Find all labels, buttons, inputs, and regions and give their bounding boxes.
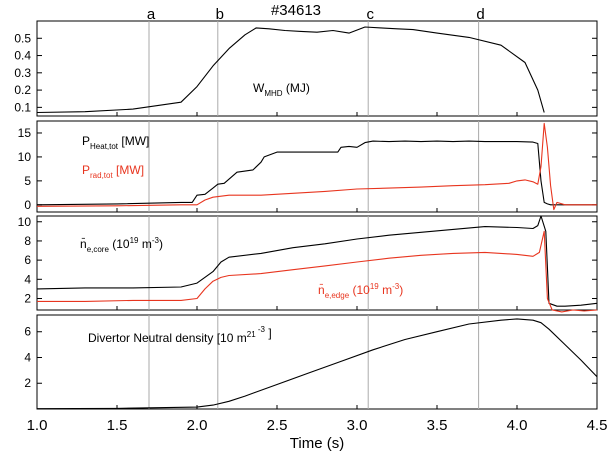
marker-label-a: a xyxy=(147,6,156,23)
annotation-sub: Heat,tot xyxy=(90,142,119,151)
x-tick-label: 2.0 xyxy=(187,417,208,434)
marker-label-b: b xyxy=(216,6,224,23)
y-tick-label: 15 xyxy=(18,126,32,140)
panel-1: 0.1 0.2 0.3 0.4 0.5 WMHD (MJ) xyxy=(14,21,597,116)
y-tick-label: 0.3 xyxy=(14,66,31,80)
annotation-tail: (10 xyxy=(349,283,370,297)
annotation-tail: (10 xyxy=(109,237,130,251)
series-line-1 xyxy=(37,216,597,306)
annotation-label: n̄e,core (1019 m-3) xyxy=(80,236,163,254)
annotation-tail: [MW] xyxy=(113,163,144,177)
annotation-main: n̄ xyxy=(80,237,87,251)
annotation-sub: e,edge xyxy=(325,291,350,300)
x-tick-label: 3.5 xyxy=(427,417,448,434)
y-tick-label: 0 xyxy=(24,198,31,212)
annotation-label: n̄e,edge (1019 m-3) xyxy=(318,282,403,300)
y-tick-label: 0.4 xyxy=(14,49,31,63)
panel-frame xyxy=(37,315,597,409)
annotation-label: WMHD (MJ) xyxy=(253,81,310,98)
x-tick-label: 4.0 xyxy=(507,417,528,434)
x-tick-label: 1.0 xyxy=(27,417,48,434)
series-line-1 xyxy=(37,27,544,113)
annotation-sub: rad,tot xyxy=(90,171,113,180)
annotation-sub: MHD xyxy=(264,89,282,98)
annotation-main: P xyxy=(82,163,90,177)
annotation-tail3: ) xyxy=(399,283,403,297)
x-tick-label: 4.5 xyxy=(587,417,608,434)
annotation-tail: [MW] xyxy=(118,134,149,148)
y-tick-label: 0.5 xyxy=(14,31,31,45)
annotation-main: n̄ xyxy=(318,283,325,297)
shot-label: #34613 xyxy=(271,2,321,19)
annotation-main: P xyxy=(82,134,90,148)
y-tick-label: 8 xyxy=(24,234,31,248)
annotation-tail: m xyxy=(233,331,246,345)
annotation-label: Prad,tot [MW] xyxy=(82,163,144,180)
y-tick-label: 0.2 xyxy=(14,83,31,97)
x-tick-label: 1.5 xyxy=(107,417,128,434)
annotation-tail3: ) xyxy=(159,237,163,251)
annotation-main: Divertor Neutral density [10 xyxy=(88,331,234,345)
y-tick-label: 10 xyxy=(18,150,32,164)
x-tick-label: 3.0 xyxy=(347,417,368,434)
annotation-label: Divertor Neutral density [10 m21 -3 ] xyxy=(88,325,272,345)
marker-label-d: d xyxy=(476,6,484,23)
y-tick-label: 4 xyxy=(24,272,31,286)
annotation-label: PHeat,tot [MW] xyxy=(82,134,149,151)
y-tick-label: 2 xyxy=(24,291,31,305)
y-tick-label: 5 xyxy=(24,174,31,188)
panel-frame xyxy=(37,216,597,310)
panel-4: 2 4 6 Divertor Neutral density [10 m21 -3 ] xyxy=(24,315,597,409)
annotation-tail3: ] xyxy=(265,326,272,340)
y-tick-label: 6 xyxy=(24,325,31,339)
y-tick-label: 0.1 xyxy=(14,100,31,114)
annotation-sub: e,core xyxy=(87,245,110,254)
annotation-tail: (MJ) xyxy=(283,81,310,95)
annotation-tail2: m xyxy=(139,237,152,251)
x-tick-label: 2.5 xyxy=(267,417,288,434)
y-tick-label: 10 xyxy=(18,215,32,229)
panel-3: 2 4 6 8 10 n̄e,core (1019 m-3) n̄e,edge (1019 … xyxy=(18,215,597,312)
panel-frame xyxy=(37,21,597,116)
y-tick-label: 2 xyxy=(24,376,31,390)
y-tick-label: 6 xyxy=(24,253,31,267)
y-tick-label: 4 xyxy=(24,350,31,364)
marker-label-c: c xyxy=(366,6,374,23)
x-axis-title: Time (s) xyxy=(290,435,344,452)
annotation-tail2: m xyxy=(379,283,392,297)
annotation-main: W xyxy=(253,81,265,95)
